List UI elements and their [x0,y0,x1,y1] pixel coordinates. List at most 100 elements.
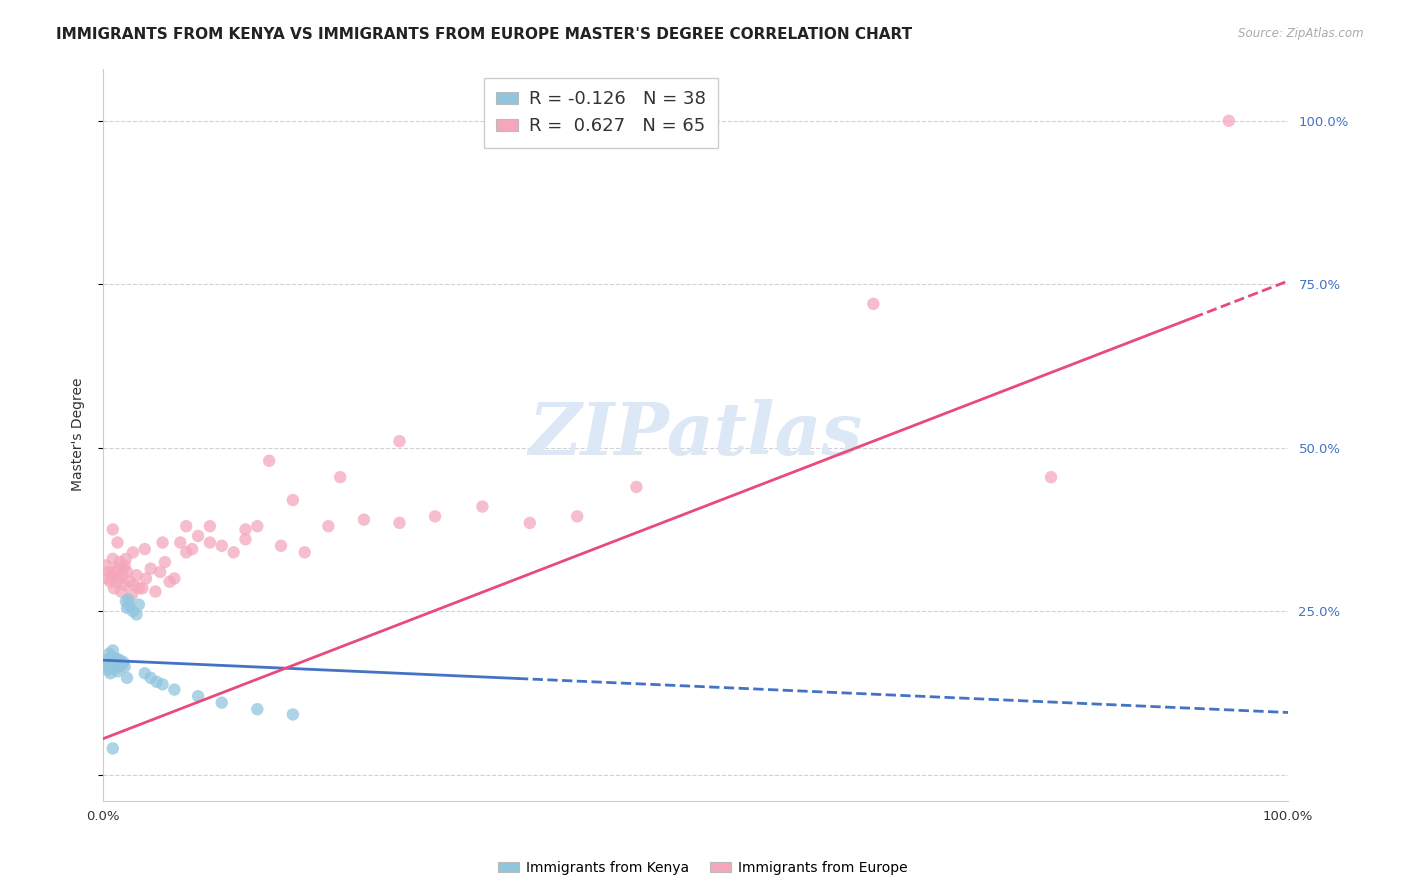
Point [107,535,129,549]
Point [281,707,304,722]
Point [104,657,127,672]
Point [388,434,411,449]
Point [159,574,181,589]
Point [211,696,233,710]
Point [1218,113,1240,128]
Point [235,523,257,537]
Point [98,647,121,661]
Point [270,539,292,553]
Point [98,657,121,671]
Point [329,470,352,484]
Point [181,542,204,557]
Point [100,574,122,589]
Point [519,516,541,530]
Point [122,604,145,618]
Point [96,653,118,667]
Point [103,662,125,676]
Point [114,578,136,592]
Point [112,655,135,669]
Legend: R = -0.126   N = 38, R =  0.627   N = 65: R = -0.126 N = 38, R = 0.627 N = 65 [484,78,718,148]
Point [100,649,122,664]
Point [163,682,186,697]
Point [135,572,157,586]
Point [114,659,136,673]
Point [152,677,174,691]
Point [626,480,648,494]
Point [111,568,134,582]
Point [114,558,136,573]
Point [174,519,197,533]
Point [114,594,136,608]
Point [94,659,117,673]
Point [128,598,150,612]
Point [257,454,280,468]
Point [862,297,884,311]
Point [117,592,139,607]
Point [101,552,124,566]
Point [1040,470,1063,484]
Point [101,523,124,537]
Point [145,674,167,689]
Point [100,653,122,667]
Point [145,584,167,599]
Text: ZIPatlas: ZIPatlas [529,399,863,470]
Point [114,552,136,566]
Point [110,584,132,599]
Point [100,666,122,681]
Point [281,493,304,508]
Point [134,542,156,557]
Text: IMMIGRANTS FROM KENYA VS IMMIGRANTS FROM EUROPE MASTER'S DEGREE CORRELATION CHAR: IMMIGRANTS FROM KENYA VS IMMIGRANTS FROM… [56,27,912,42]
Point [115,600,138,615]
Point [169,535,191,549]
Point [108,653,131,667]
Point [104,565,127,579]
Point [294,545,316,559]
Point [318,519,340,533]
Y-axis label: Master's Degree: Master's Degree [72,378,86,491]
Point [107,562,129,576]
Point [235,533,257,547]
Point [153,555,176,569]
Point [110,657,132,671]
Point [105,574,128,589]
Point [107,659,129,673]
Point [107,572,129,586]
Point [149,565,172,579]
Point [139,671,162,685]
Point [198,535,221,549]
Point [152,535,174,549]
Point [139,562,162,576]
Point [96,572,118,586]
Point [128,582,150,596]
Point [246,702,269,716]
Point [125,568,148,582]
Point [101,741,124,756]
Point [104,655,127,669]
Point [101,643,124,657]
Point [122,545,145,559]
Point [174,545,197,559]
Point [353,513,375,527]
Point [163,572,186,586]
Point [187,529,209,543]
Point [98,565,121,579]
Point [111,657,134,672]
Point [121,588,143,602]
Point [388,516,411,530]
Point [471,500,494,514]
Point [115,671,138,685]
Point [122,578,145,592]
Point [134,666,156,681]
Point [187,689,209,703]
Point [107,665,129,679]
Point [112,562,135,576]
Point [118,574,141,589]
Point [222,545,245,559]
Text: Source: ZipAtlas.com: Source: ZipAtlas.com [1239,27,1364,40]
Point [567,509,589,524]
Point [97,663,120,677]
Point [118,599,141,613]
Point [211,539,233,553]
Point [198,519,221,533]
Point [105,651,128,665]
